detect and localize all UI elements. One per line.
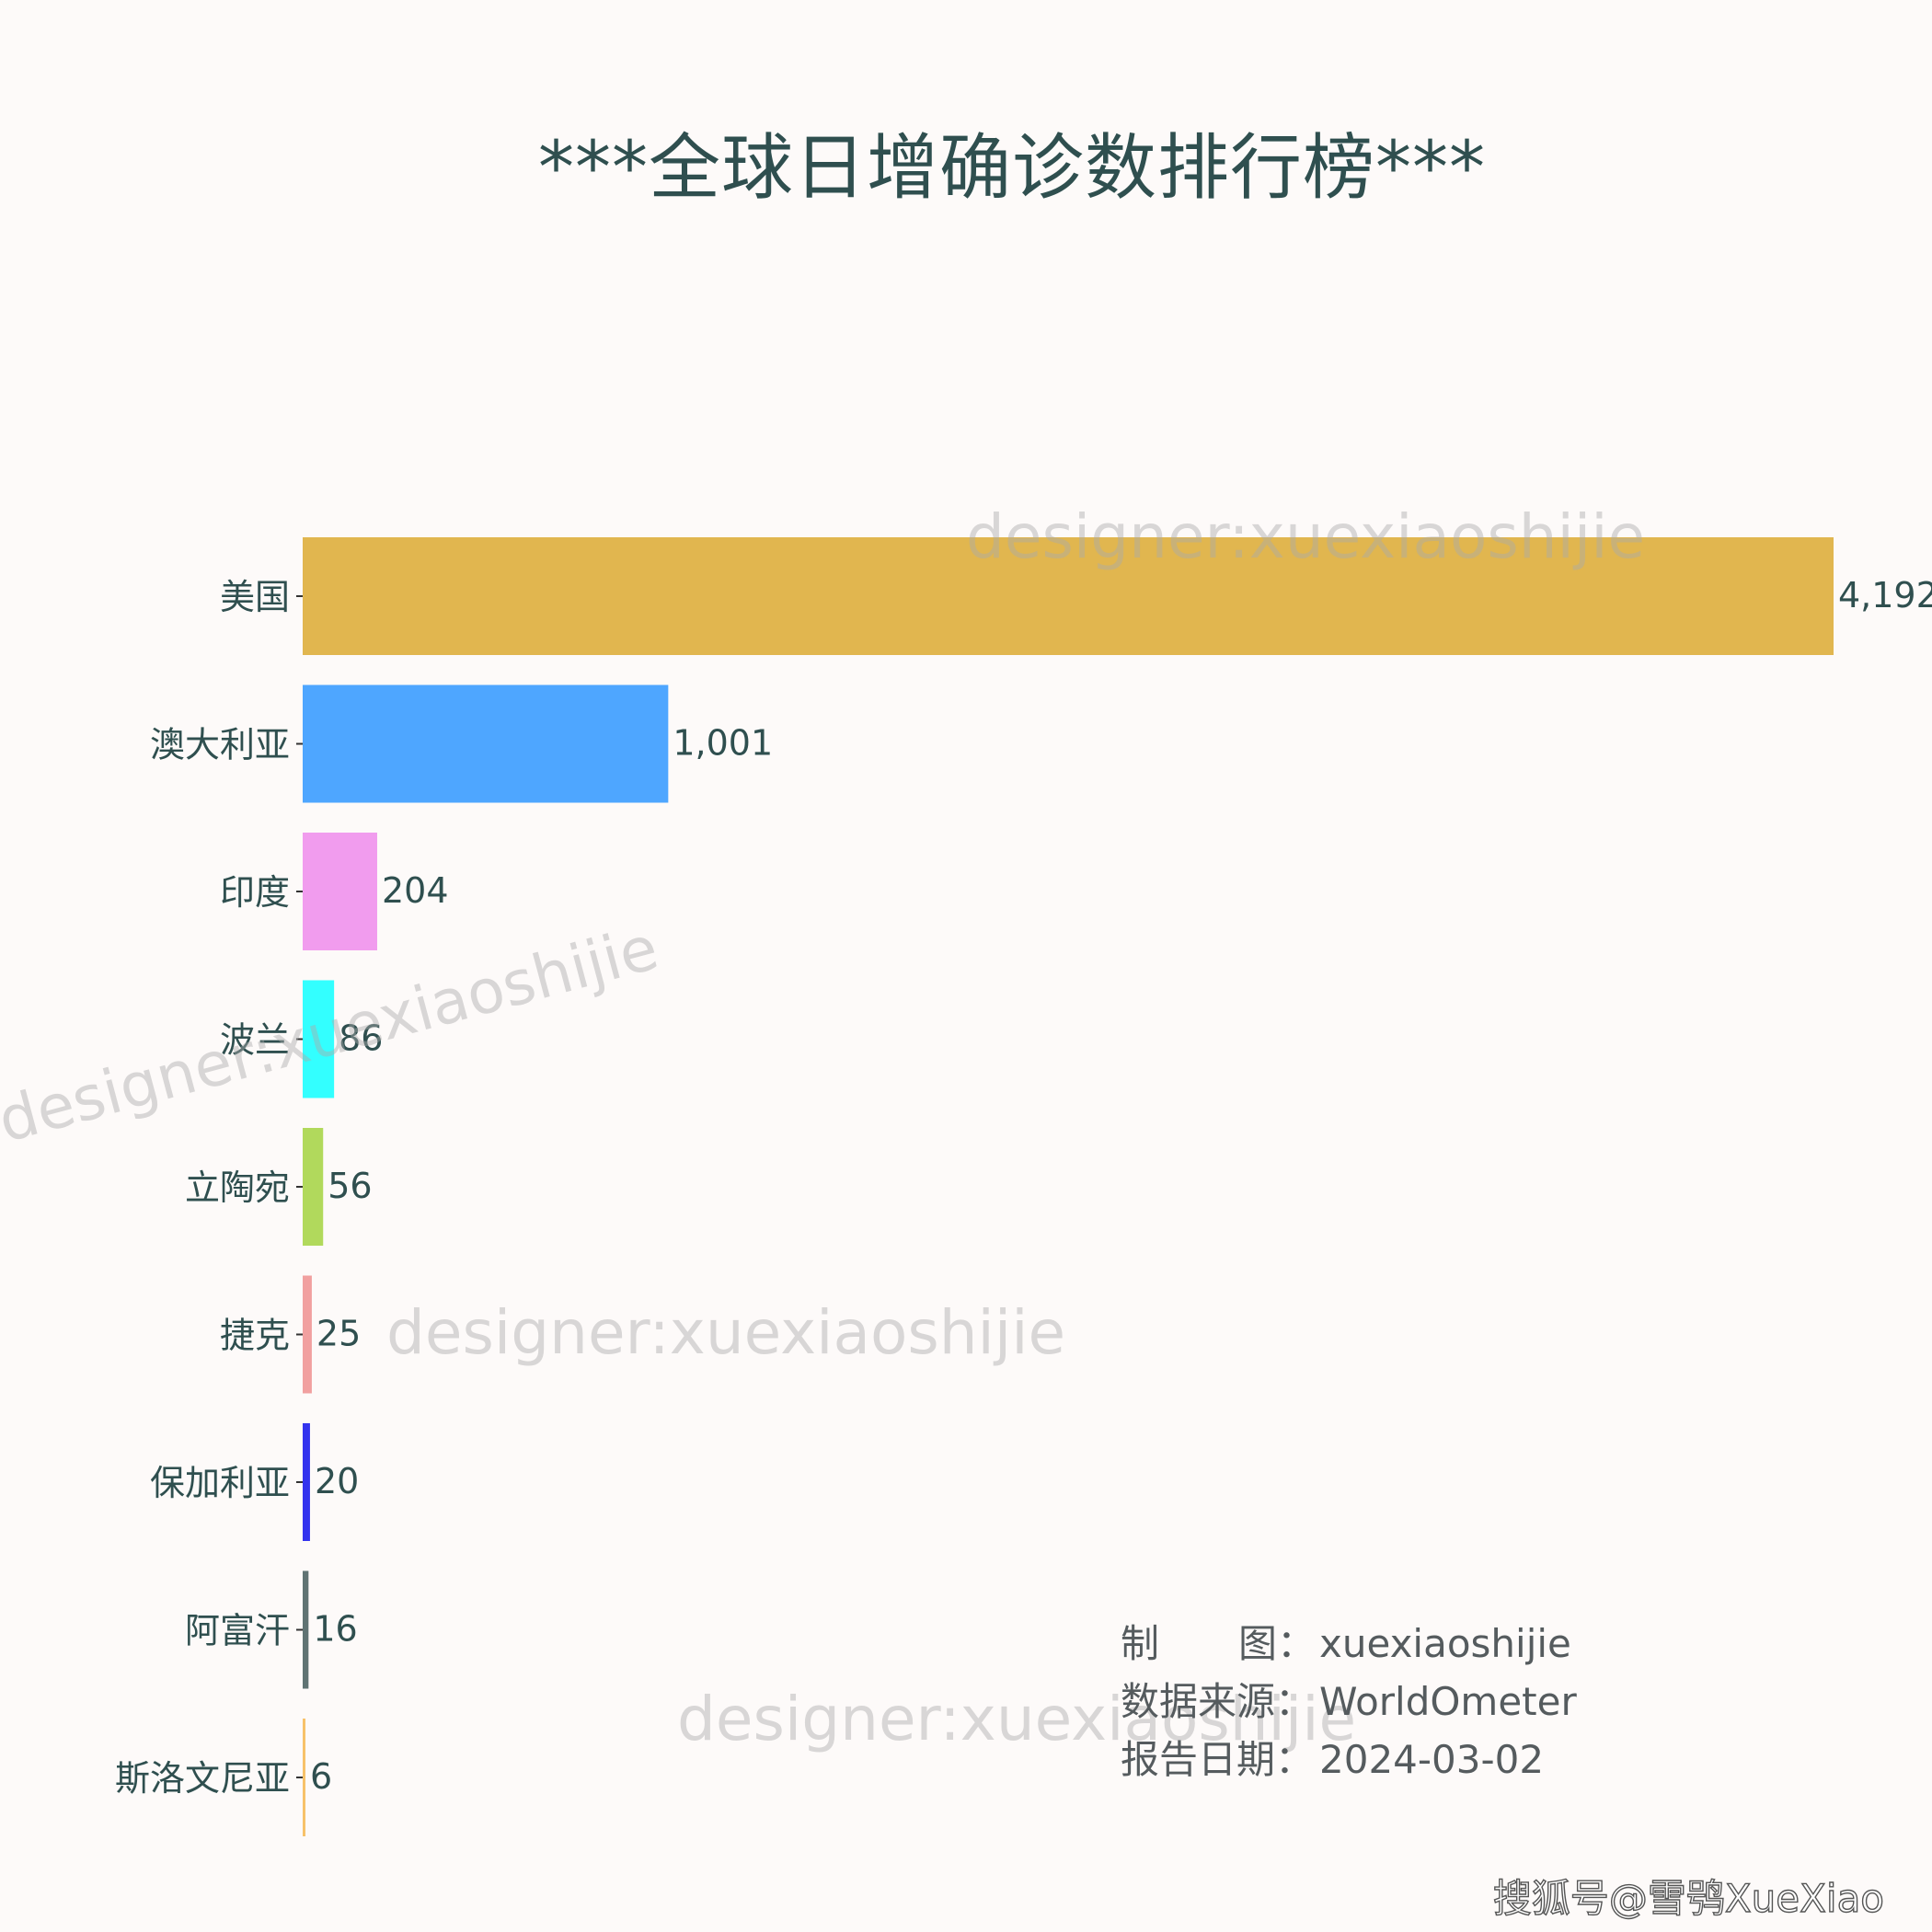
bar	[303, 684, 669, 803]
bar	[303, 1275, 312, 1394]
bar	[303, 537, 1834, 655]
value-label: 86	[339, 1018, 383, 1059]
value-label: 16	[313, 1609, 357, 1650]
category-label: 澳大利亚	[150, 725, 290, 765]
maker-label: 制 图：	[1121, 1615, 1316, 1673]
bar	[303, 833, 377, 950]
date-value: 2024-03-02	[1319, 1737, 1545, 1782]
maker-label-char: 制	[1121, 1621, 1160, 1666]
value-label: 6	[310, 1756, 332, 1797]
value-label: 204	[382, 870, 449, 911]
maker-row: 制 图： xuexiaoshijie	[1121, 1615, 1577, 1673]
value-label: 20	[315, 1461, 359, 1501]
bar	[303, 1423, 310, 1541]
category-label: 捷克	[220, 1316, 290, 1356]
value-label: 4,192	[1838, 575, 1932, 615]
date-row: 报告日期： 2024-03-02	[1121, 1731, 1577, 1788]
category-label: 立陶宛	[185, 1167, 290, 1208]
chart-title: ***全球日增确诊数排行榜***	[537, 127, 1486, 210]
value-label: 1,001	[673, 723, 773, 764]
date-label: 报告日期：	[1121, 1737, 1315, 1782]
maker-value: xuexiaoshijie	[1319, 1621, 1571, 1666]
bar	[303, 1719, 305, 1836]
bar	[303, 1128, 324, 1246]
bar	[303, 980, 335, 1098]
category-label: 印度	[220, 872, 290, 913]
source-label: 数据来源：	[1121, 1679, 1315, 1724]
maker-label-char: 图：	[1237, 1621, 1316, 1666]
value-label: 56	[328, 1166, 372, 1206]
category-label: 美国	[220, 577, 290, 617]
bar	[303, 1570, 309, 1689]
category-label: 阿富汗	[185, 1611, 290, 1651]
category-label: 斯洛文尼亚	[115, 1758, 290, 1799]
footer-credit: 搜狐号@雪鸮XueXiao	[1492, 1875, 1885, 1921]
source-row: 数据来源： WorldOmeter	[1121, 1673, 1577, 1731]
category-label: 波兰	[220, 1020, 290, 1061]
credits-block: 制 图： xuexiaoshijie 数据来源： WorldOmeter 报告日…	[1121, 1615, 1577, 1788]
category-label: 保加利亚	[150, 1463, 290, 1503]
source-value: WorldOmeter	[1319, 1679, 1577, 1724]
value-label: 25	[316, 1314, 361, 1354]
